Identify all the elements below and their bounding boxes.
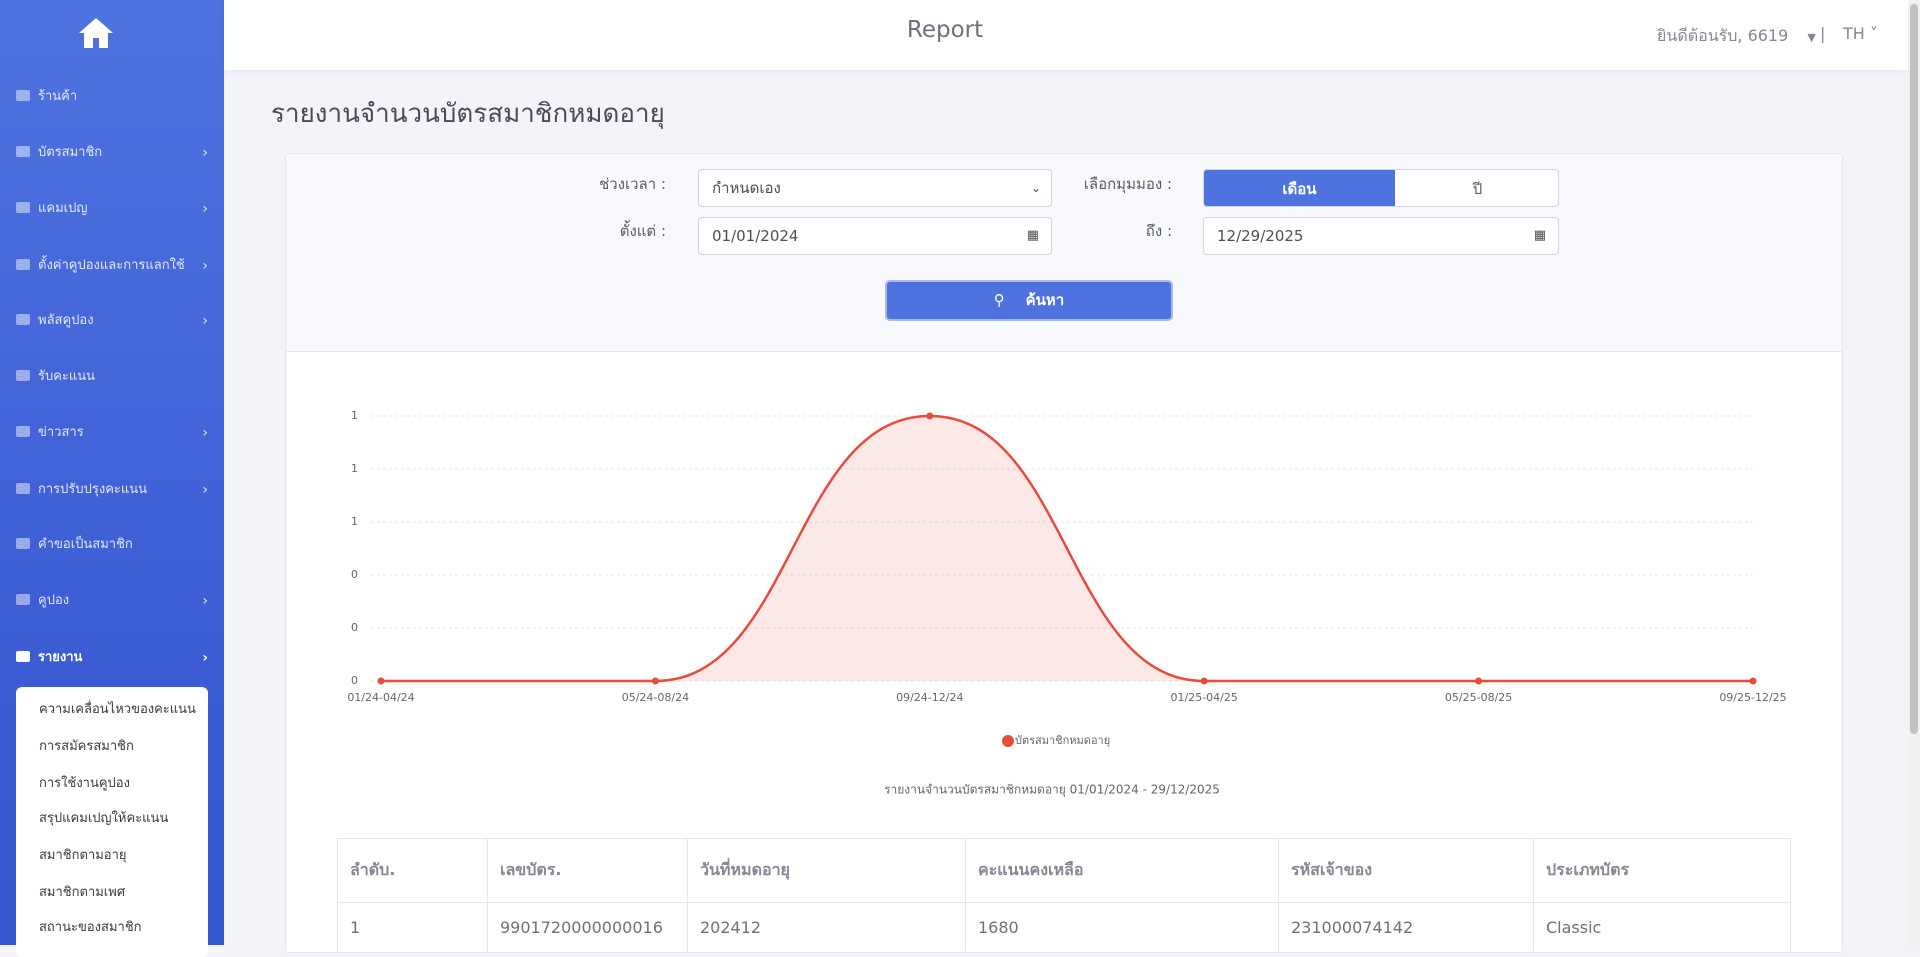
submenu-item[interactable]: ความเคลื่อนไหวของคะแนน [39, 702, 196, 717]
submenu-item[interactable]: สมาชิกตามเพศ [39, 885, 126, 900]
select-text: กำหนดเอง [712, 179, 781, 197]
report-card: ช่วงเวลา : กำหนดเอง ⌄ เลือกมุมมอง : เดือน… [285, 153, 1843, 953]
column-header: วันที่หมดอายุ [687, 838, 966, 903]
x-tick-label: 09/24-12/24 [896, 691, 963, 704]
column-header: รหัสเจ้าของ [1278, 838, 1534, 903]
menu-text: การปรับปรุงคะแนน [38, 482, 148, 497]
filter-label: ช่วงเวลา : [599, 175, 666, 193]
menu-item[interactable]: ร้านค้า [16, 82, 208, 112]
header-title: Report [906, 17, 984, 43]
x-tick-label: 09/25-12/25 [1719, 691, 1786, 704]
column-header: ประเภทบัตร [1533, 838, 1791, 903]
menu-item[interactable]: คูปอง › [16, 586, 208, 616]
menu-text: ร้านค้า [38, 89, 78, 104]
data-table: ลำดับ. เลขบัตร. วันที่หมดอายุ คะแนนคงเหล… [337, 838, 1791, 953]
submenu: ความเคลื่อนไหวของคะแนน การสมัครสมาชิก กา… [16, 687, 208, 957]
table-cell: Classic [1533, 902, 1791, 953]
menu-item[interactable]: รับคะแนน [16, 362, 208, 392]
y-tick-label: 0 [351, 621, 358, 634]
menu-text: คำขอเป็นสมาชิก [38, 537, 133, 552]
point [651, 677, 659, 685]
menu-text: รับคะแนน [38, 369, 96, 384]
menu-text: ตั้งค่าคูปองและการแลกใช้ [38, 258, 185, 273]
sidebar: ร้านค้า บัตรสมาชิก › แคมเปญ › ตั้งค่าคูปอง… [0, 0, 224, 957]
toggle-option[interactable]: เดือน [1204, 170, 1395, 206]
y-tick-label: 1 [351, 409, 358, 422]
point [377, 677, 385, 685]
toggle-option[interactable]: ปี [1472, 180, 1483, 198]
menu-text: คูปอง [38, 593, 70, 608]
menu-item[interactable]: พลัสคูปอง › [16, 306, 208, 336]
submenu-item[interactable]: การใช้งานคูปอง [39, 776, 130, 791]
top-bar: Report ยินดีต้อนรับ, 6619 ▼ | TH ˅ [224, 0, 1908, 70]
date-text: 01/01/2024 [712, 227, 799, 245]
menu-item[interactable]: บัตรสมาชิก › [16, 138, 208, 168]
filter-label: เลือกมุมมอง : [1083, 175, 1172, 193]
menu-item[interactable]: การปรับปรุงคะแนน › [16, 475, 208, 505]
legend-marker [1002, 735, 1014, 747]
view-toggle: เดือน ปี [1203, 169, 1559, 207]
menu-text: พลัสคูปอง [38, 313, 94, 328]
column-header: ลำดับ. [337, 838, 488, 903]
date-text: 12/29/2025 [1217, 227, 1304, 245]
submenu-item[interactable]: สมาชิกตามอายุ [39, 848, 127, 863]
y-tick-label: 1 [351, 462, 358, 475]
submenu-item[interactable]: สถานะของสมาชิก [39, 920, 142, 935]
scrollbar [1908, 0, 1920, 945]
menu-item[interactable]: แคมเปญ › [16, 194, 208, 224]
chart-caption: รายงานจำนวนบัตรสมาชิกหมดอายุ 01/01/2024 … [884, 783, 1220, 798]
menu-item[interactable]: ข่าวสาร › [16, 418, 208, 448]
table-cell: 1680 [965, 902, 1279, 953]
filter-label: ตั้งแต่ : [619, 222, 666, 240]
column-header: คะแนนคงเหลือ [965, 838, 1279, 903]
point [1475, 677, 1483, 685]
menu-item[interactable]: คำขอเป็นสมาชิก [16, 530, 208, 560]
table-cell: 1 [337, 902, 488, 953]
y-tick-label: 1 [351, 515, 358, 528]
x-tick-label: 01/25-04/25 [1171, 691, 1238, 704]
table-row: 1 9901720000000016 202412 1680 231000074… [337, 902, 1791, 953]
menu-text: แคมเปญ [38, 201, 88, 216]
period-select[interactable]: กำหนดเอง ⌄ [698, 169, 1052, 207]
menu-text: รายงาน [38, 650, 83, 665]
table-cell: 231000074142 [1278, 902, 1534, 953]
language-select[interactable]: TH ˅ [1843, 24, 1878, 43]
x-tick-label: 05/24-08/24 [622, 691, 689, 704]
language-text: TH [1843, 24, 1865, 43]
point [926, 412, 934, 420]
page-title: รายงานจำนวนบัตรสมาชิกหมดอายุ [271, 99, 665, 129]
table-cell: 202412 [687, 902, 966, 953]
separator: | [1820, 24, 1826, 43]
home-icon[interactable] [77, 16, 115, 50]
point [1749, 677, 1757, 685]
menu-item[interactable]: รายงาน › [16, 643, 208, 673]
table-cell: 9901720000000016 [487, 902, 688, 953]
menu-text: บัตรสมาชิก [38, 145, 103, 160]
welcome-text: ยินดีต้อนรับ, 6619 [1657, 26, 1789, 45]
legend-label: บัตรสมาชิกหมดอายุ [1015, 734, 1110, 747]
table-header-row: ลำดับ. เลขบัตร. วันที่หมดอายุ คะแนนคงเหล… [337, 838, 1791, 903]
column-header: เลขบัตร. [487, 838, 688, 903]
submenu-item[interactable]: การสมัครสมาชิก [39, 739, 134, 754]
menu-text: ข่าวสาร [38, 425, 84, 440]
x-tick-label: 05/25-08/25 [1445, 691, 1512, 704]
search-button[interactable]: ⚲ ค้นหา [885, 280, 1173, 321]
from-date[interactable]: 01/01/2024 ▦ [698, 217, 1052, 255]
chart: 0 0 0 1 1 1 01/24-04/24 05/24-08/24 09/24-12/24 0… [347, 409, 1786, 798]
user-menu[interactable]: ยินดีต้อนรับ, 6619 ▼ [1657, 26, 1816, 45]
x-tick-label: 01/24-04/24 [347, 691, 414, 704]
filter-panel: ช่วงเวลา : กำหนดเอง ⌄ เลือกมุมมอง : เดือน… [286, 154, 1842, 352]
menu-item[interactable]: ตั้งค่าคูปองและการแลกใช้ › [16, 251, 208, 281]
filter-label: ถึง : [1145, 222, 1172, 240]
to-date[interactable]: 12/29/2025 ▦ [1203, 217, 1559, 255]
y-tick-label: 0 [351, 674, 358, 687]
button-text: ค้นหา [1025, 291, 1065, 309]
point [1200, 677, 1208, 685]
submenu-item[interactable]: สรุปแคมเปญให้คะแนน [39, 811, 169, 826]
y-tick-label: 0 [351, 568, 358, 581]
